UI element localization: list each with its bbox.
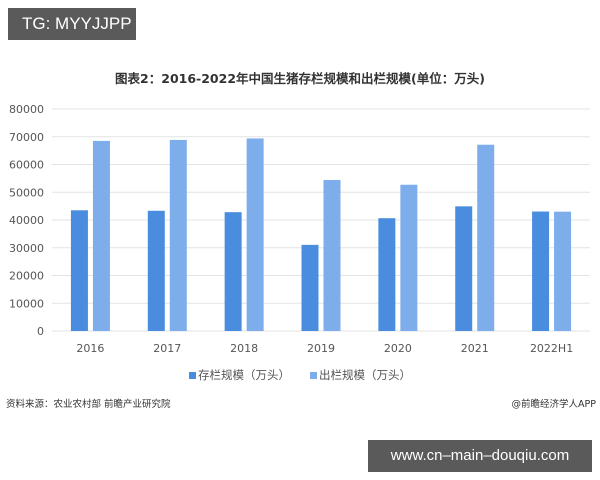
y-tick-label: 60000 bbox=[9, 159, 44, 172]
legend-item-slaughter: 出栏规模（万头） bbox=[310, 367, 411, 383]
y-tick-label: 50000 bbox=[9, 186, 44, 199]
grid-lines bbox=[52, 108, 590, 332]
legend-label: 存栏规模（万头） bbox=[198, 368, 290, 382]
x-tick-label: 2016 bbox=[76, 342, 104, 355]
chart-legend: 存栏规模（万头） 出栏规模（万头） bbox=[0, 367, 600, 383]
bar bbox=[70, 210, 88, 331]
legend-swatch-icon bbox=[189, 371, 196, 379]
x-tick-label: 2019 bbox=[307, 342, 335, 355]
legend-label: 出栏规模（万头） bbox=[319, 368, 411, 382]
bar bbox=[147, 210, 165, 331]
x-tick-label: 2022H1 bbox=[530, 342, 573, 355]
y-tick-label: 20000 bbox=[9, 270, 44, 283]
legend-item-stock: 存栏规模（万头） bbox=[189, 367, 290, 383]
bar bbox=[301, 244, 319, 331]
bar bbox=[554, 211, 572, 331]
x-tick-label: 2020 bbox=[384, 342, 412, 355]
bar bbox=[532, 211, 550, 331]
bars bbox=[70, 138, 572, 331]
bar bbox=[224, 212, 242, 331]
copyright-text: @前瞻经济学人APP bbox=[511, 399, 596, 410]
x-tick-label: 2021 bbox=[461, 342, 489, 355]
data-source: 资料来源：农业农村部 前瞻产业研究院 bbox=[6, 399, 171, 410]
bar bbox=[400, 184, 418, 331]
bar bbox=[477, 144, 495, 331]
top-watermark-badge: TG: MYYJJPP bbox=[8, 8, 136, 40]
bar bbox=[378, 218, 396, 331]
x-tick-label: 2018 bbox=[230, 342, 258, 355]
bar bbox=[455, 206, 473, 331]
bar-chart: 0 10000 20000 30000 40000 50000 60000 70000 8000… bbox=[9, 103, 590, 355]
y-axis-ticks: 0 10000 20000 30000 40000 50000 60000 70000 8000… bbox=[9, 103, 44, 338]
y-tick-label: 10000 bbox=[9, 297, 44, 310]
bar bbox=[323, 179, 341, 331]
y-tick-label: 80000 bbox=[9, 103, 44, 116]
x-tick-label: 2017 bbox=[153, 342, 181, 355]
y-tick-label: 70000 bbox=[9, 131, 44, 144]
chart-title: 图表2：2016-2022年中国生猪存栏规模和出栏规模(单位：万头) bbox=[115, 71, 485, 86]
y-tick-label: 40000 bbox=[9, 214, 44, 227]
y-tick-label: 30000 bbox=[9, 242, 44, 255]
y-tick-label: 0 bbox=[37, 325, 44, 338]
bar bbox=[169, 139, 187, 331]
bottom-watermark-badge: www.cn–main–douqiu.com bbox=[368, 440, 592, 472]
bar bbox=[92, 140, 110, 331]
bar bbox=[246, 138, 264, 331]
legend-swatch-icon bbox=[310, 371, 317, 379]
x-axis-ticks: 2016 2017 2018 2019 2020 2021 2022H1 bbox=[76, 342, 573, 355]
